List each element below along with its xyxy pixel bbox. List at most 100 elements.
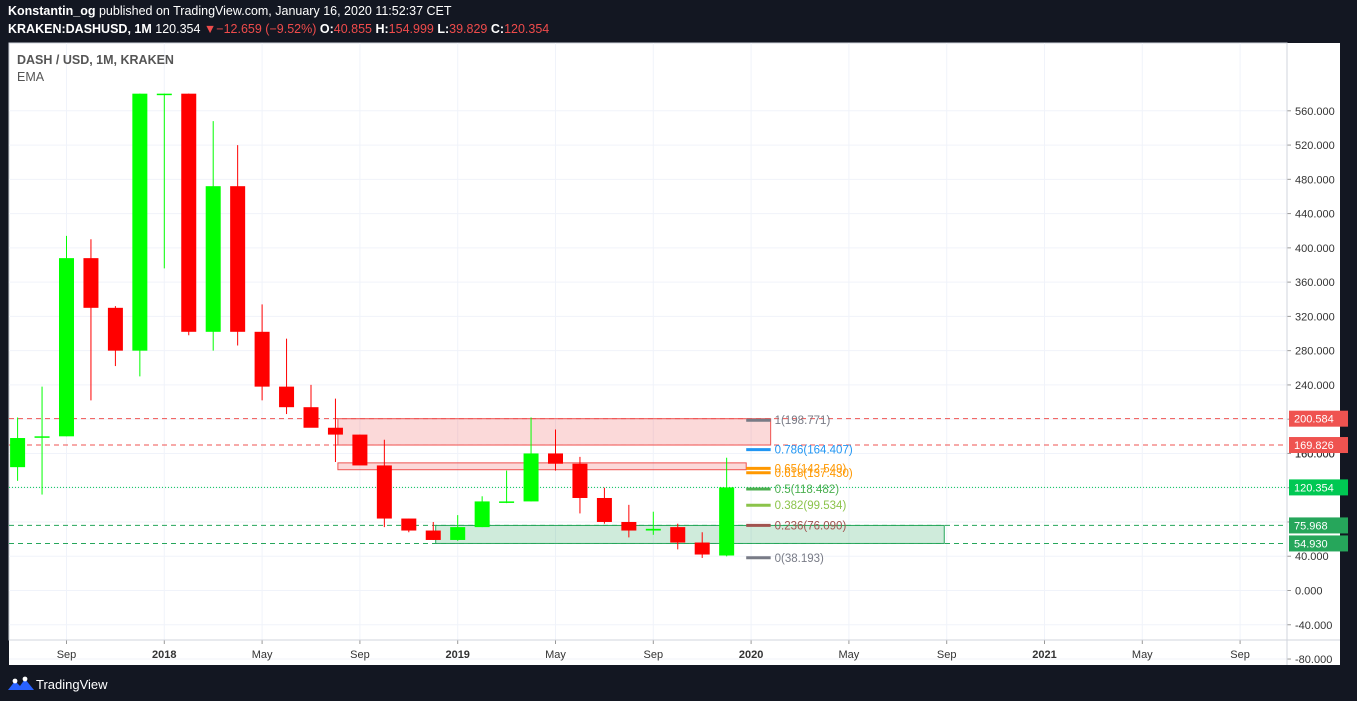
candle-body[interactable] [596,497,612,522]
price-label-bg [1289,535,1348,552]
fib-label: 0.5(118.482) [775,484,840,496]
x-tick-label: May [1132,649,1153,661]
x-tick-label: Sep [1230,649,1250,661]
price-label-bg [1289,410,1348,427]
candle-body[interactable] [572,463,588,498]
price-label: 75.968 [1294,520,1328,532]
candle-body[interactable] [376,465,392,519]
y-tick-label: 520.000 [1295,140,1335,152]
tradingview-logo-icon[interactable] [8,676,34,692]
zone-rect[interactable] [337,418,772,446]
candle-body[interactable] [523,453,539,502]
zone-rect[interactable] [435,524,945,544]
legend-title[interactable]: DASH / USD, 1M, KRAKEN [17,53,174,67]
candle-body[interactable] [645,528,661,531]
x-tick-label: Sep [644,649,664,661]
candle-body[interactable] [401,518,417,531]
candle-body[interactable] [425,530,441,540]
candle-body[interactable] [205,186,221,332]
fib-label: 0(38.193) [775,553,824,565]
candle-body[interactable] [670,527,686,543]
last-price: 120.354 [155,22,201,36]
candle-body[interactable] [181,93,197,332]
candle-body[interactable] [499,501,515,503]
candle-body[interactable] [694,542,710,555]
open-label: O: [319,22,334,36]
y-tick-label: 0.000 [1295,586,1323,598]
y-tick-label: -40.000 [1295,620,1332,632]
footer-bar [0,668,1357,701]
candle-body[interactable] [352,434,368,466]
zone-rect[interactable] [337,462,747,471]
price-label: 169.826 [1294,440,1334,452]
y-tick-label: 40.000 [1295,551,1329,563]
fib-label: 0.65(142.549) [775,463,847,475]
y-tick-label: 240.000 [1295,380,1335,392]
candle-body[interactable] [107,307,123,351]
candle-body[interactable] [621,521,637,531]
fib-label: 0.382(99.534) [775,500,847,512]
candle-body[interactable] [10,438,26,468]
x-tick-label: Sep [350,649,370,661]
down-arrow-icon: ▼ [203,22,217,36]
x-tick-label: Sep [937,649,957,661]
x-tick-label: 2020 [739,649,763,661]
candle-body[interactable] [230,186,246,332]
x-tick-label: May [839,649,860,661]
symbol-interval: KRAKEN:DASHUSD, 1M [8,22,152,36]
candle-body[interactable] [279,386,295,408]
low-value: 39.829 [449,22,488,36]
candle-body[interactable] [59,258,74,437]
high-label: H: [375,22,389,36]
price-label-bg [1289,517,1348,534]
y-tick-label: 560.000 [1295,106,1335,118]
x-tick-label: 2021 [1032,649,1056,661]
x-tick-label: 2018 [152,649,176,661]
x-tick-label: Sep [57,649,77,661]
x-tick-label: May [252,649,273,661]
open-value: 40.855 [333,22,372,36]
candle-body[interactable] [548,453,563,464]
y-tick-label: 320.000 [1295,311,1335,323]
fib-label: 0.236(76.090) [775,520,847,532]
y-tick-label: 400.000 [1295,243,1335,255]
price-label: 200.584 [1294,414,1334,426]
price-label-bg [1289,437,1348,454]
close-label: C: [490,22,505,36]
candle-body[interactable] [156,93,172,96]
candle-body[interactable] [303,407,319,428]
candle-body[interactable] [474,501,490,528]
publish-text: published on TradingView.com, January 16… [98,4,452,18]
y-tick-label: 440.000 [1295,209,1335,221]
fib-label: 0.786(164.407) [775,445,853,457]
plot-area[interactable] [8,42,1288,641]
price-label: 120.354 [1294,482,1334,494]
legend-indicator[interactable]: EMA [17,70,45,84]
low-label: L: [437,22,450,36]
fib-label: 0.618(137.430) [775,468,853,480]
y-tick-label: -80.000 [1295,654,1332,666]
price-label-bg [1289,479,1348,496]
candle-body[interactable] [83,258,99,308]
y-tick-label: 480.000 [1295,174,1335,186]
candle-body[interactable] [254,331,270,387]
ohlc-line: KRAKEN:DASHUSD, 1M 120.354 ▼−12.659 (−9.… [8,22,549,36]
x-tick-label: 2019 [445,649,469,661]
close-value: 120.354 [504,22,550,36]
tradingview-brand[interactable]: TradingView [36,677,108,692]
chart-header: Konstantin_og published on TradingView.c… [0,0,1357,42]
x-tick-label: May [545,649,566,661]
y-tick-label: 360.000 [1295,277,1335,289]
high-value: 154.999 [388,22,434,36]
author-name[interactable]: Konstantin_og [8,4,96,18]
price-label: 54.930 [1294,538,1328,550]
candle-body[interactable] [327,427,343,435]
candle-body[interactable] [132,93,148,351]
y-tick-label: 280.000 [1295,346,1335,358]
candle-body[interactable] [34,436,50,438]
price-change: −12.659 (−9.52%) [216,22,317,36]
candle-body[interactable] [450,527,466,540]
candle-body[interactable] [719,487,735,556]
plot-layer: 1(198.771) 0.786(164.407) 0.65(142.549)0.6… [9,93,1287,565]
